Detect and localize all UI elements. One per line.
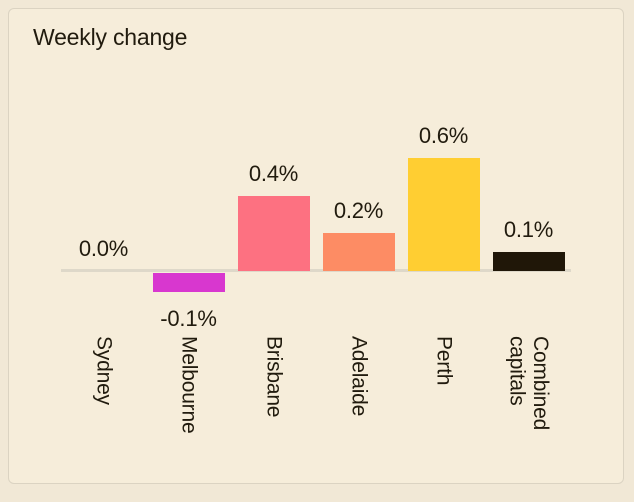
value-label: 0.0%	[78, 236, 129, 261]
chart-column: -0.1% Melbourne	[9, 9, 623, 483]
value-label: 0.4%	[248, 161, 299, 186]
chart-column: 0.6% Perth	[9, 9, 623, 483]
value-label: -0.1%	[160, 306, 217, 331]
x-axis-baseline	[61, 269, 571, 272]
chart-title: Weekly change	[33, 24, 188, 50]
bar	[407, 158, 480, 271]
value-label: 0.6%	[418, 123, 469, 148]
chart-column: 0.2% Adelaide	[9, 9, 623, 483]
weekly-change-card: Weekly change 0.0% Sydney -0.1% Melbourn…	[8, 8, 624, 484]
bar	[322, 233, 395, 271]
bar	[237, 196, 310, 271]
chart-column: 0.4% Brisbane	[9, 9, 623, 483]
chart-column: 0.1% Combined capitals	[9, 9, 623, 483]
value-label: 0.2%	[333, 198, 384, 223]
category-label: Adelaide	[347, 336, 371, 417]
chart-column: 0.0% Sydney	[9, 9, 623, 483]
category-label: Sydney	[92, 336, 116, 405]
category-label: Brisbane	[262, 336, 286, 418]
category-label: Perth	[432, 336, 456, 386]
category-label: Melbourne	[177, 336, 201, 434]
value-label: 0.1%	[503, 217, 554, 242]
bar	[152, 273, 225, 292]
bar-chart: 0.0% Sydney -0.1% Melbourne 0.4% Brisban…	[9, 9, 623, 483]
category-label: Combined capitals	[505, 336, 553, 431]
